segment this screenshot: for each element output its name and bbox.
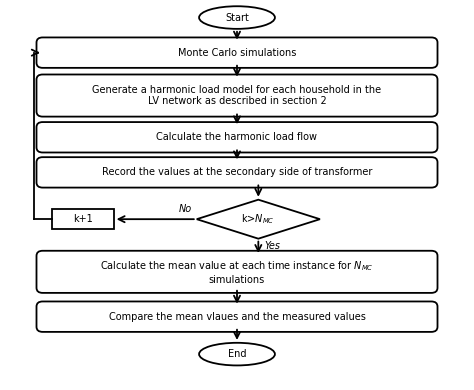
FancyBboxPatch shape	[36, 157, 438, 188]
Text: No: No	[178, 204, 191, 214]
Text: Start: Start	[225, 12, 249, 23]
Text: Compare the mean vlaues and the measured values: Compare the mean vlaues and the measured…	[109, 312, 365, 322]
FancyBboxPatch shape	[36, 301, 438, 332]
FancyBboxPatch shape	[36, 122, 438, 152]
Text: k>$N_{MC}$: k>$N_{MC}$	[241, 212, 275, 226]
Ellipse shape	[199, 6, 275, 29]
FancyBboxPatch shape	[36, 251, 438, 293]
Text: k+1: k+1	[73, 214, 93, 224]
Bar	[52, 209, 114, 229]
Text: Calculate the mean value at each time instance for $N_{MC}$
simulations: Calculate the mean value at each time in…	[100, 259, 374, 285]
Text: Record the values at the secondary side of transformer: Record the values at the secondary side …	[102, 167, 372, 177]
Text: End: End	[228, 349, 246, 359]
FancyBboxPatch shape	[36, 37, 438, 68]
Text: Monte Carlo simulations: Monte Carlo simulations	[178, 48, 296, 58]
Text: Yes: Yes	[264, 241, 281, 251]
Polygon shape	[197, 200, 320, 239]
Text: Generate a harmonic load model for each household in the
LV network as described: Generate a harmonic load model for each …	[92, 85, 382, 106]
Ellipse shape	[199, 343, 275, 365]
Text: Calculate the harmonic load flow: Calculate the harmonic load flow	[156, 132, 318, 142]
FancyBboxPatch shape	[36, 74, 438, 117]
